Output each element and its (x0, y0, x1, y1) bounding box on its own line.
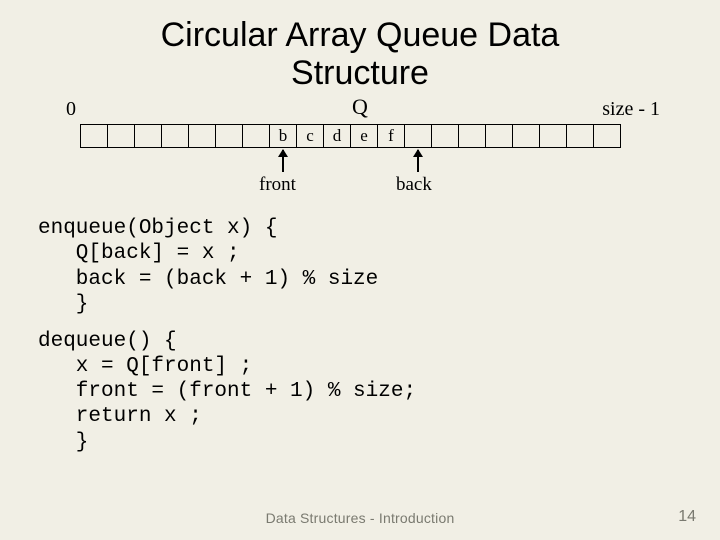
array-cell (512, 124, 540, 148)
array-cell (431, 124, 459, 148)
enqueue-code: enqueue(Object x) { Q[back] = x ; back =… (38, 216, 720, 317)
slide-title: Circular Array Queue Data Structure (0, 0, 720, 92)
array-cell (80, 124, 108, 148)
array-cell (566, 124, 594, 148)
array-cell (485, 124, 513, 148)
queue-label: Q (80, 94, 640, 120)
back-label: back (396, 174, 432, 196)
array-cell: f (377, 124, 405, 148)
array-cell (107, 124, 135, 148)
array-cell: e (350, 124, 378, 148)
dequeue-code: dequeue() { x = Q[front] ; front = (fron… (38, 329, 720, 455)
page-number: 14 (678, 508, 696, 526)
slide-footer: Data Structures - Introduction (0, 510, 720, 526)
front-label: front (259, 174, 296, 196)
array-cell: b (269, 124, 297, 148)
array-diagram: Q 0 size - 1 bcdef front back (80, 94, 640, 214)
array-cell (215, 124, 243, 148)
title-line-1: Circular Array Queue Data (161, 16, 560, 54)
array-cell (188, 124, 216, 148)
array-cells-row: bcdef (80, 124, 621, 148)
front-arrow-icon (282, 150, 284, 172)
back-arrow-icon (417, 150, 419, 172)
index-zero: 0 (66, 98, 76, 121)
array-cell: d (323, 124, 351, 148)
array-cell (539, 124, 567, 148)
array-cell (161, 124, 189, 148)
array-cell (404, 124, 432, 148)
index-size-minus-1: size - 1 (602, 98, 660, 121)
array-cell (134, 124, 162, 148)
array-cell: c (296, 124, 324, 148)
array-cell (242, 124, 270, 148)
title-line-2: Structure (291, 54, 429, 92)
array-cell (593, 124, 621, 148)
array-cell (458, 124, 486, 148)
